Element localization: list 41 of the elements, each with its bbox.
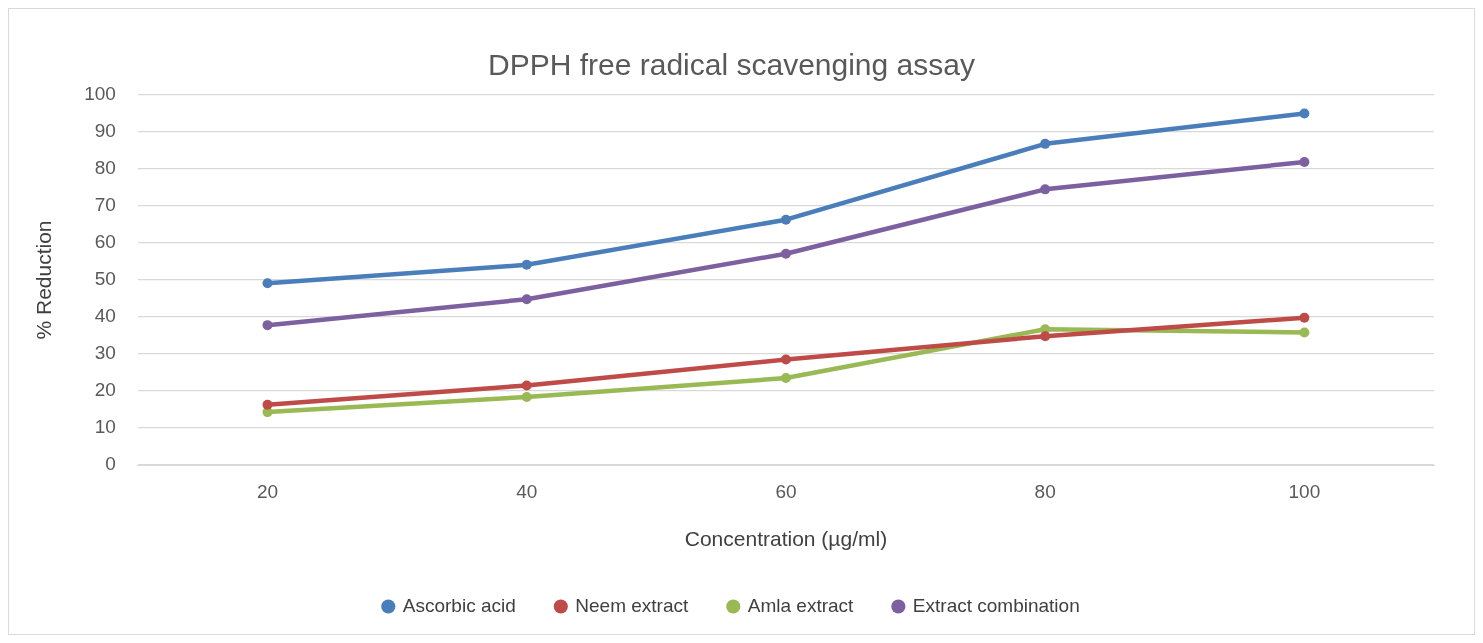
point bbox=[262, 399, 273, 410]
y-tick-label: 50 bbox=[94, 268, 116, 290]
point bbox=[521, 380, 532, 391]
point bbox=[1040, 184, 1051, 195]
point bbox=[1299, 156, 1310, 167]
y-tick-label: 10 bbox=[94, 416, 116, 438]
y-tick-label: 70 bbox=[94, 194, 116, 216]
y-tick-label: 90 bbox=[94, 120, 116, 142]
point bbox=[262, 278, 273, 289]
point bbox=[780, 373, 791, 384]
y-tick-label: 20 bbox=[94, 379, 116, 401]
y-tick-label: 40 bbox=[94, 305, 116, 327]
chart-title: DPPH free radical scavenging assay bbox=[488, 48, 975, 82]
legend-label: Neem extract bbox=[575, 594, 689, 616]
point bbox=[780, 354, 791, 365]
point bbox=[262, 320, 273, 331]
point bbox=[780, 248, 791, 259]
x-tick-label: 100 bbox=[1288, 480, 1321, 502]
y-tick-label: 0 bbox=[105, 453, 116, 475]
point bbox=[1299, 312, 1310, 323]
y-tick-label: 60 bbox=[94, 231, 116, 253]
legend-label: Amla extract bbox=[747, 594, 855, 616]
x-tick-label: 40 bbox=[516, 480, 538, 502]
legend-label: Extract combination bbox=[912, 594, 1080, 616]
y-axis-title: % Reduction bbox=[32, 220, 56, 340]
point bbox=[1040, 331, 1051, 342]
x-tick-label: 20 bbox=[256, 480, 279, 502]
x-tick-label: 60 bbox=[775, 480, 797, 502]
y-tick-label: 100 bbox=[84, 83, 116, 105]
point bbox=[521, 391, 532, 402]
y-tick-label: 30 bbox=[94, 342, 116, 364]
point bbox=[1040, 138, 1051, 149]
y-tick-label: 80 bbox=[94, 157, 116, 179]
legend-label: Ascorbic acid bbox=[402, 594, 516, 616]
point bbox=[521, 259, 532, 270]
point bbox=[780, 214, 791, 225]
x-axis-title: Concentration (µg/ml) bbox=[684, 527, 888, 551]
point bbox=[1299, 108, 1310, 119]
point bbox=[1299, 327, 1310, 338]
x-tick-label: 80 bbox=[1034, 480, 1056, 502]
point bbox=[521, 294, 532, 305]
